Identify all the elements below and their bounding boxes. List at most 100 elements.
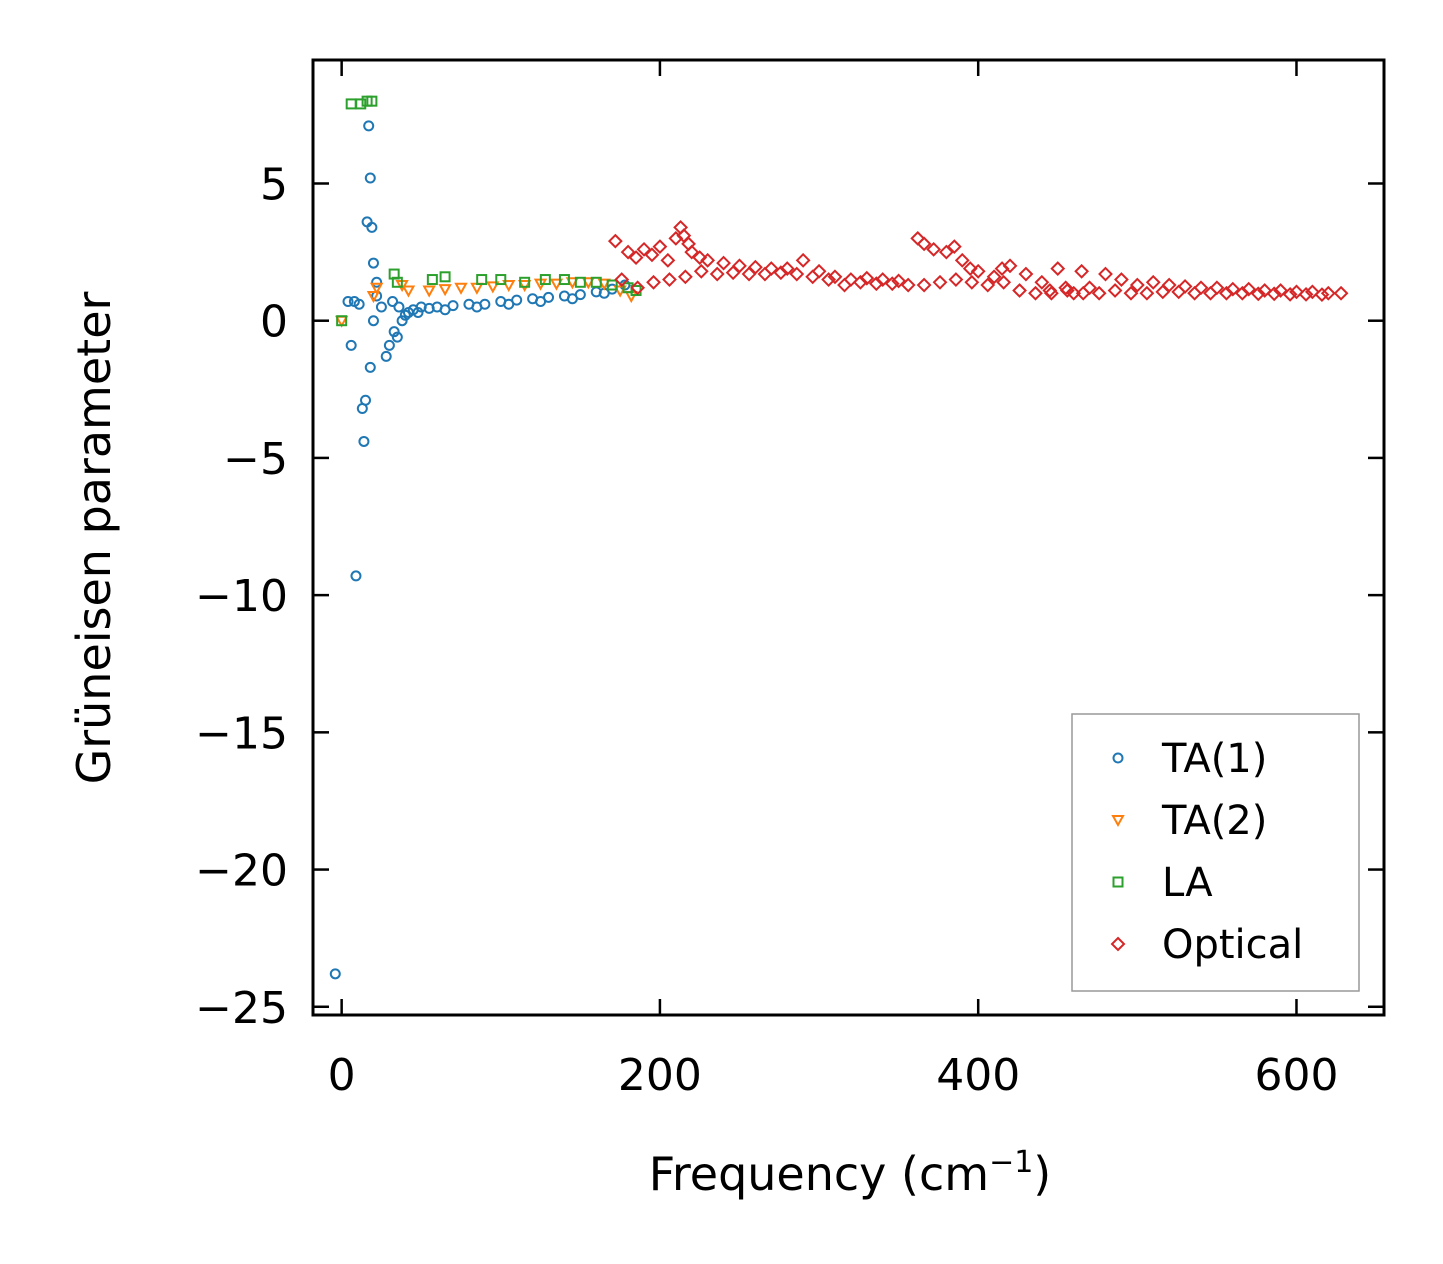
data-point bbox=[363, 120, 375, 132]
data-point bbox=[1114, 272, 1129, 287]
data-point bbox=[805, 269, 821, 285]
data-point bbox=[1107, 283, 1123, 298]
y-tick-label: −5 bbox=[223, 434, 288, 485]
y-tick-label: −10 bbox=[195, 571, 288, 622]
data-point bbox=[1012, 283, 1027, 298]
data-point bbox=[350, 570, 362, 582]
data-point bbox=[646, 274, 661, 290]
data-point bbox=[996, 274, 1012, 290]
data-point bbox=[355, 98, 367, 110]
data-point bbox=[926, 241, 942, 257]
data-point bbox=[948, 272, 964, 287]
data-point bbox=[932, 274, 948, 290]
data-point bbox=[1155, 284, 1171, 300]
data-point bbox=[539, 274, 551, 286]
data-point bbox=[1298, 286, 1314, 302]
y-tick-label: −15 bbox=[195, 708, 288, 759]
data-point bbox=[779, 261, 795, 276]
data-point bbox=[709, 266, 725, 282]
data-point bbox=[1241, 281, 1257, 297]
data-point bbox=[1066, 285, 1082, 301]
data-point bbox=[396, 315, 408, 327]
data-point bbox=[353, 298, 365, 310]
data-point bbox=[412, 306, 424, 318]
data-point bbox=[519, 276, 531, 288]
data-point bbox=[1129, 277, 1145, 293]
data-point bbox=[1034, 274, 1050, 290]
legend-label: Optical bbox=[1162, 922, 1303, 968]
data-point bbox=[422, 285, 436, 298]
data-point bbox=[757, 266, 773, 282]
legend-box bbox=[1071, 713, 1360, 992]
data-point bbox=[391, 276, 403, 288]
data-point bbox=[970, 263, 986, 279]
data-point bbox=[636, 241, 652, 257]
data-point bbox=[356, 403, 368, 415]
data-point bbox=[875, 272, 891, 287]
data-point bbox=[884, 276, 900, 292]
data-points bbox=[329, 95, 1349, 980]
data-point bbox=[1234, 285, 1250, 301]
data-point bbox=[391, 331, 403, 343]
data-point bbox=[383, 339, 395, 351]
series-ta-1 bbox=[329, 120, 631, 980]
data-point bbox=[644, 247, 660, 263]
data-point bbox=[454, 282, 468, 295]
data-point bbox=[375, 301, 387, 313]
x-tick-label: 400 bbox=[936, 1050, 1020, 1101]
data-point bbox=[1139, 285, 1155, 301]
legend-items: TA(1) TA(2) LA Optical bbox=[1110, 736, 1303, 968]
data-point bbox=[502, 280, 516, 293]
data-point bbox=[837, 277, 852, 293]
data-point bbox=[1028, 285, 1043, 301]
data-point bbox=[1098, 266, 1113, 282]
data-point bbox=[693, 263, 709, 279]
data-point bbox=[684, 244, 700, 260]
data-point bbox=[1171, 284, 1187, 300]
data-point bbox=[366, 95, 378, 107]
data-point bbox=[495, 274, 507, 286]
data-point bbox=[1314, 287, 1330, 303]
data-point bbox=[1075, 285, 1091, 301]
data-point bbox=[1273, 283, 1288, 298]
data-point bbox=[741, 266, 757, 282]
data-point bbox=[1250, 286, 1266, 302]
data-point bbox=[345, 339, 357, 351]
series-optical bbox=[607, 219, 1349, 303]
data-point bbox=[1123, 285, 1139, 301]
data-point bbox=[329, 968, 341, 980]
data-point bbox=[558, 274, 570, 286]
y-tick-label: 5 bbox=[260, 159, 288, 210]
y-axis-title: Grüneisen parameter bbox=[67, 291, 121, 784]
data-point bbox=[773, 265, 789, 281]
data-point bbox=[590, 276, 602, 288]
data-point bbox=[954, 252, 970, 268]
series-la bbox=[336, 95, 642, 327]
data-point bbox=[358, 435, 370, 447]
data-point bbox=[517, 280, 532, 293]
y-tick-label: 0 bbox=[260, 297, 288, 348]
y-tick-label: −25 bbox=[195, 983, 288, 1034]
data-point bbox=[614, 272, 630, 287]
data-point bbox=[364, 172, 376, 184]
legend: TA(1) TA(2) LA Optical bbox=[1071, 713, 1360, 992]
data-point bbox=[620, 244, 636, 260]
legend-label: TA(2) bbox=[1161, 798, 1267, 844]
data-point bbox=[606, 279, 618, 291]
x-axis-title-superscript: −1 bbox=[989, 1145, 1033, 1180]
data-point bbox=[342, 295, 354, 307]
data-point bbox=[574, 276, 586, 288]
data-point bbox=[387, 295, 399, 307]
data-point bbox=[716, 255, 731, 271]
legend-marker bbox=[1111, 815, 1125, 828]
legend-marker bbox=[1112, 876, 1124, 888]
data-point bbox=[660, 252, 676, 268]
data-point bbox=[1074, 263, 1090, 279]
x-tick-label: 600 bbox=[1254, 1050, 1338, 1101]
x-tick-label: 0 bbox=[328, 1050, 356, 1101]
x-axis-title-end: ) bbox=[1033, 1147, 1051, 1201]
data-point bbox=[1059, 283, 1075, 298]
ticks-layer bbox=[313, 60, 1384, 1015]
